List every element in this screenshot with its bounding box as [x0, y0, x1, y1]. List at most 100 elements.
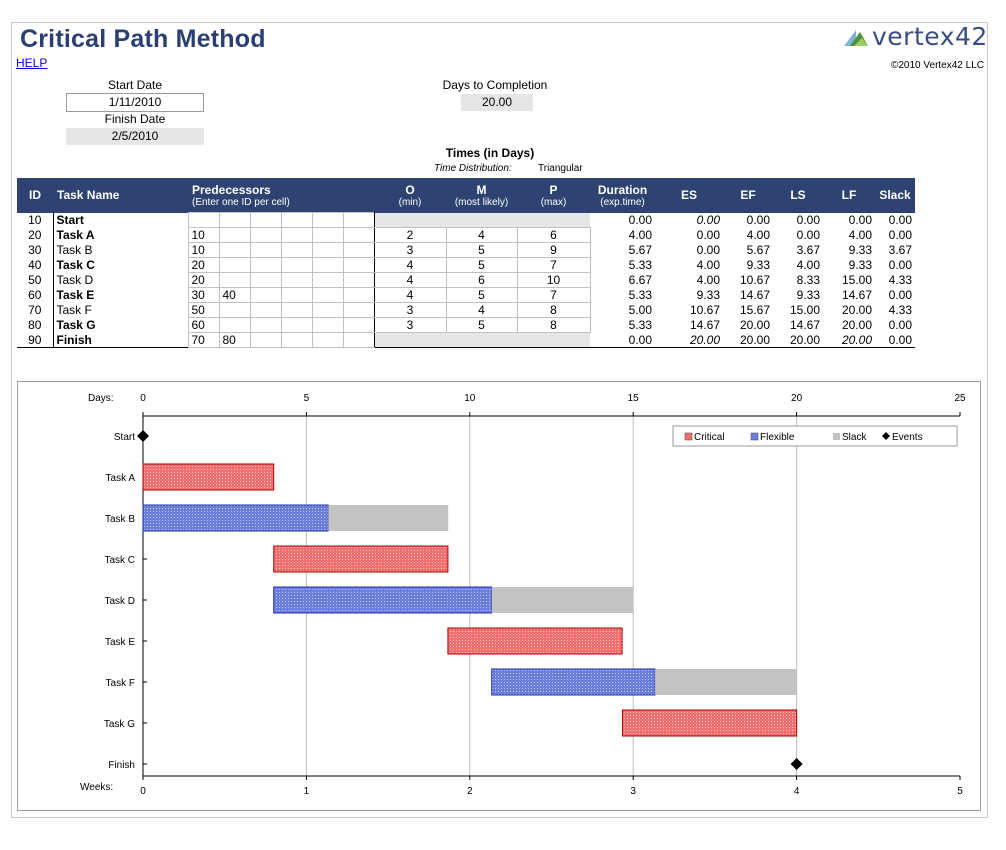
o-cell[interactable]: 4 [373, 257, 447, 273]
predecessor-cell[interactable]: 70 [187, 332, 220, 348]
predecessor-cell[interactable]: 30 [187, 287, 220, 303]
predecessor-cell[interactable] [311, 302, 344, 318]
predecessor-cell[interactable] [249, 212, 282, 228]
task-id-cell[interactable]: 50 [28, 273, 42, 287]
task-name-cell[interactable]: Task G [52, 317, 188, 333]
predecessor-cell[interactable] [218, 242, 251, 258]
predecessor-cell[interactable] [342, 272, 375, 288]
task-name-cell[interactable]: Task F [52, 302, 188, 318]
predecessor-cell[interactable] [249, 302, 282, 318]
predecessor-cell[interactable] [218, 302, 251, 318]
predecessor-cell[interactable] [218, 317, 251, 333]
start-date-input[interactable]: 1/11/2010 [66, 93, 204, 112]
predecessor-cell[interactable]: 60 [187, 317, 220, 333]
predecessor-cell[interactable] [311, 287, 344, 303]
predecessor-cell[interactable] [218, 272, 251, 288]
p-cell[interactable] [517, 212, 590, 228]
m-cell[interactable]: 5 [445, 257, 518, 273]
o-cell[interactable]: 2 [373, 227, 447, 243]
predecessor-cell[interactable] [311, 332, 344, 348]
p-cell[interactable]: 9 [516, 242, 591, 258]
predecessor-cell[interactable]: 40 [218, 287, 251, 303]
predecessor-cell[interactable] [280, 302, 313, 318]
p-cell[interactable]: 7 [516, 257, 591, 273]
task-id-cell[interactable]: 40 [28, 258, 42, 272]
o-cell[interactable]: 3 [373, 242, 447, 258]
help-link[interactable]: HELP [16, 56, 48, 70]
predecessor-cell[interactable] [218, 212, 251, 228]
p-cell[interactable]: 8 [516, 317, 591, 333]
predecessor-cell[interactable] [218, 257, 251, 273]
p-cell[interactable]: 8 [516, 302, 591, 318]
p-cell[interactable]: 6 [516, 227, 591, 243]
o-cell[interactable]: 4 [373, 272, 447, 288]
task-name-cell[interactable]: Task D [52, 272, 188, 288]
o-cell[interactable]: 4 [373, 287, 447, 303]
predecessor-cell[interactable] [280, 212, 313, 228]
predecessor-cell[interactable] [249, 227, 282, 243]
predecessor-cell[interactable] [280, 242, 313, 258]
m-cell[interactable]: 6 [445, 272, 518, 288]
task-name-cell[interactable]: Task E [52, 287, 188, 303]
predecessor-cell[interactable] [342, 302, 375, 318]
p-cell[interactable] [517, 332, 590, 348]
time-distribution-value[interactable]: Triangular [538, 163, 583, 174]
predecessor-cell[interactable] [342, 332, 375, 348]
task-name-cell[interactable]: Task C [52, 257, 188, 273]
task-name-cell[interactable]: Task B [52, 242, 188, 258]
m-cell[interactable]: 5 [445, 317, 518, 333]
predecessor-cell[interactable] [342, 227, 375, 243]
task-id-cell[interactable]: 80 [28, 318, 42, 332]
predecessor-cell[interactable]: 10 [187, 227, 220, 243]
predecessor-cell[interactable] [311, 272, 344, 288]
o-cell[interactable]: 3 [373, 302, 447, 318]
predecessor-cell[interactable] [249, 332, 282, 348]
m-cell[interactable]: 5 [445, 242, 518, 258]
predecessor-cell[interactable] [342, 317, 375, 333]
task-id-cell[interactable]: 60 [28, 288, 42, 302]
task-name-cell[interactable]: Finish [52, 332, 188, 348]
o-cell[interactable] [374, 332, 446, 348]
predecessor-cell[interactable] [280, 332, 313, 348]
predecessor-cell[interactable] [187, 212, 220, 228]
predecessor-cell[interactable] [280, 272, 313, 288]
predecessor-cell[interactable] [249, 287, 282, 303]
m-cell[interactable] [446, 212, 517, 228]
predecessor-cell[interactable] [280, 317, 313, 333]
predecessor-cell[interactable] [342, 212, 375, 228]
predecessor-cell[interactable] [280, 287, 313, 303]
m-cell[interactable]: 4 [445, 302, 518, 318]
m-cell[interactable] [446, 332, 517, 348]
m-cell[interactable]: 4 [445, 227, 518, 243]
task-name-cell[interactable]: Task A [52, 227, 188, 243]
predecessor-cell[interactable] [218, 227, 251, 243]
predecessor-cell[interactable]: 80 [218, 332, 251, 348]
p-cell[interactable]: 7 [516, 287, 591, 303]
predecessor-cell[interactable] [311, 212, 344, 228]
task-id-cell[interactable]: 10 [28, 213, 42, 227]
task-name-cell[interactable]: Start [52, 212, 188, 228]
task-id-cell[interactable]: 30 [28, 243, 42, 257]
predecessor-cell[interactable]: 20 [187, 257, 220, 273]
predecessor-cell[interactable] [311, 227, 344, 243]
predecessor-cell[interactable] [249, 317, 282, 333]
predecessor-cell[interactable]: 10 [187, 242, 220, 258]
predecessor-cell[interactable] [280, 227, 313, 243]
o-cell[interactable] [374, 212, 446, 228]
predecessor-cell[interactable] [311, 317, 344, 333]
task-id-cell[interactable]: 90 [28, 332, 42, 347]
predecessor-cell[interactable] [342, 257, 375, 273]
o-cell[interactable]: 3 [373, 317, 447, 333]
predecessor-cell[interactable]: 20 [187, 272, 220, 288]
predecessor-cell[interactable] [311, 242, 344, 258]
predecessor-cell[interactable]: 50 [187, 302, 220, 318]
predecessor-cell[interactable] [280, 257, 313, 273]
p-cell[interactable]: 10 [516, 272, 591, 288]
predecessor-cell[interactable] [342, 287, 375, 303]
predecessor-cell[interactable] [311, 257, 344, 273]
task-id-cell[interactable]: 20 [28, 228, 42, 242]
predecessor-cell[interactable] [249, 257, 282, 273]
predecessor-cell[interactable] [249, 242, 282, 258]
task-id-cell[interactable]: 70 [28, 303, 42, 317]
predecessor-cell[interactable] [249, 272, 282, 288]
